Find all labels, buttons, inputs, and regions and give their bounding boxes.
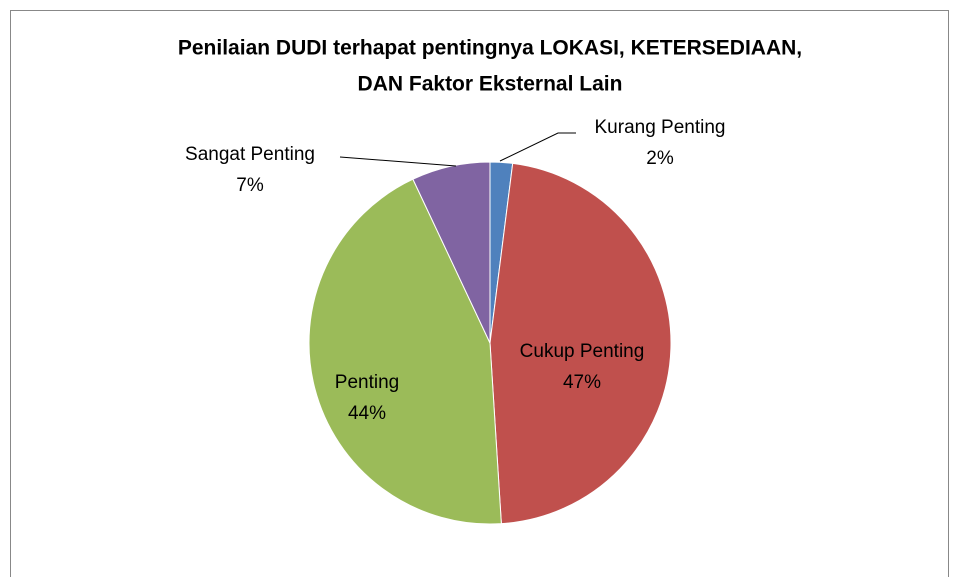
leader-line xyxy=(499,132,576,162)
data-label-value: 7% xyxy=(236,175,264,196)
pie-slice xyxy=(489,162,672,525)
chart-title: Penilaian DUDI terhapat pentingnya LOKAS… xyxy=(178,37,802,60)
data-label-name: Cukup Penting xyxy=(520,341,645,362)
data-label-value: 2% xyxy=(646,148,674,169)
data-label-value: 44% xyxy=(348,403,386,424)
chart-title: DAN Faktor Eksternal Lain xyxy=(358,73,623,96)
chart-frame xyxy=(10,10,949,577)
data-label-name: Penting xyxy=(335,372,399,393)
data-label-name: Sangat Penting xyxy=(185,144,315,165)
data-label-name: Kurang Penting xyxy=(595,117,726,138)
data-label-value: 47% xyxy=(563,372,601,393)
pie-slice xyxy=(412,161,491,344)
leader-line xyxy=(339,156,457,167)
